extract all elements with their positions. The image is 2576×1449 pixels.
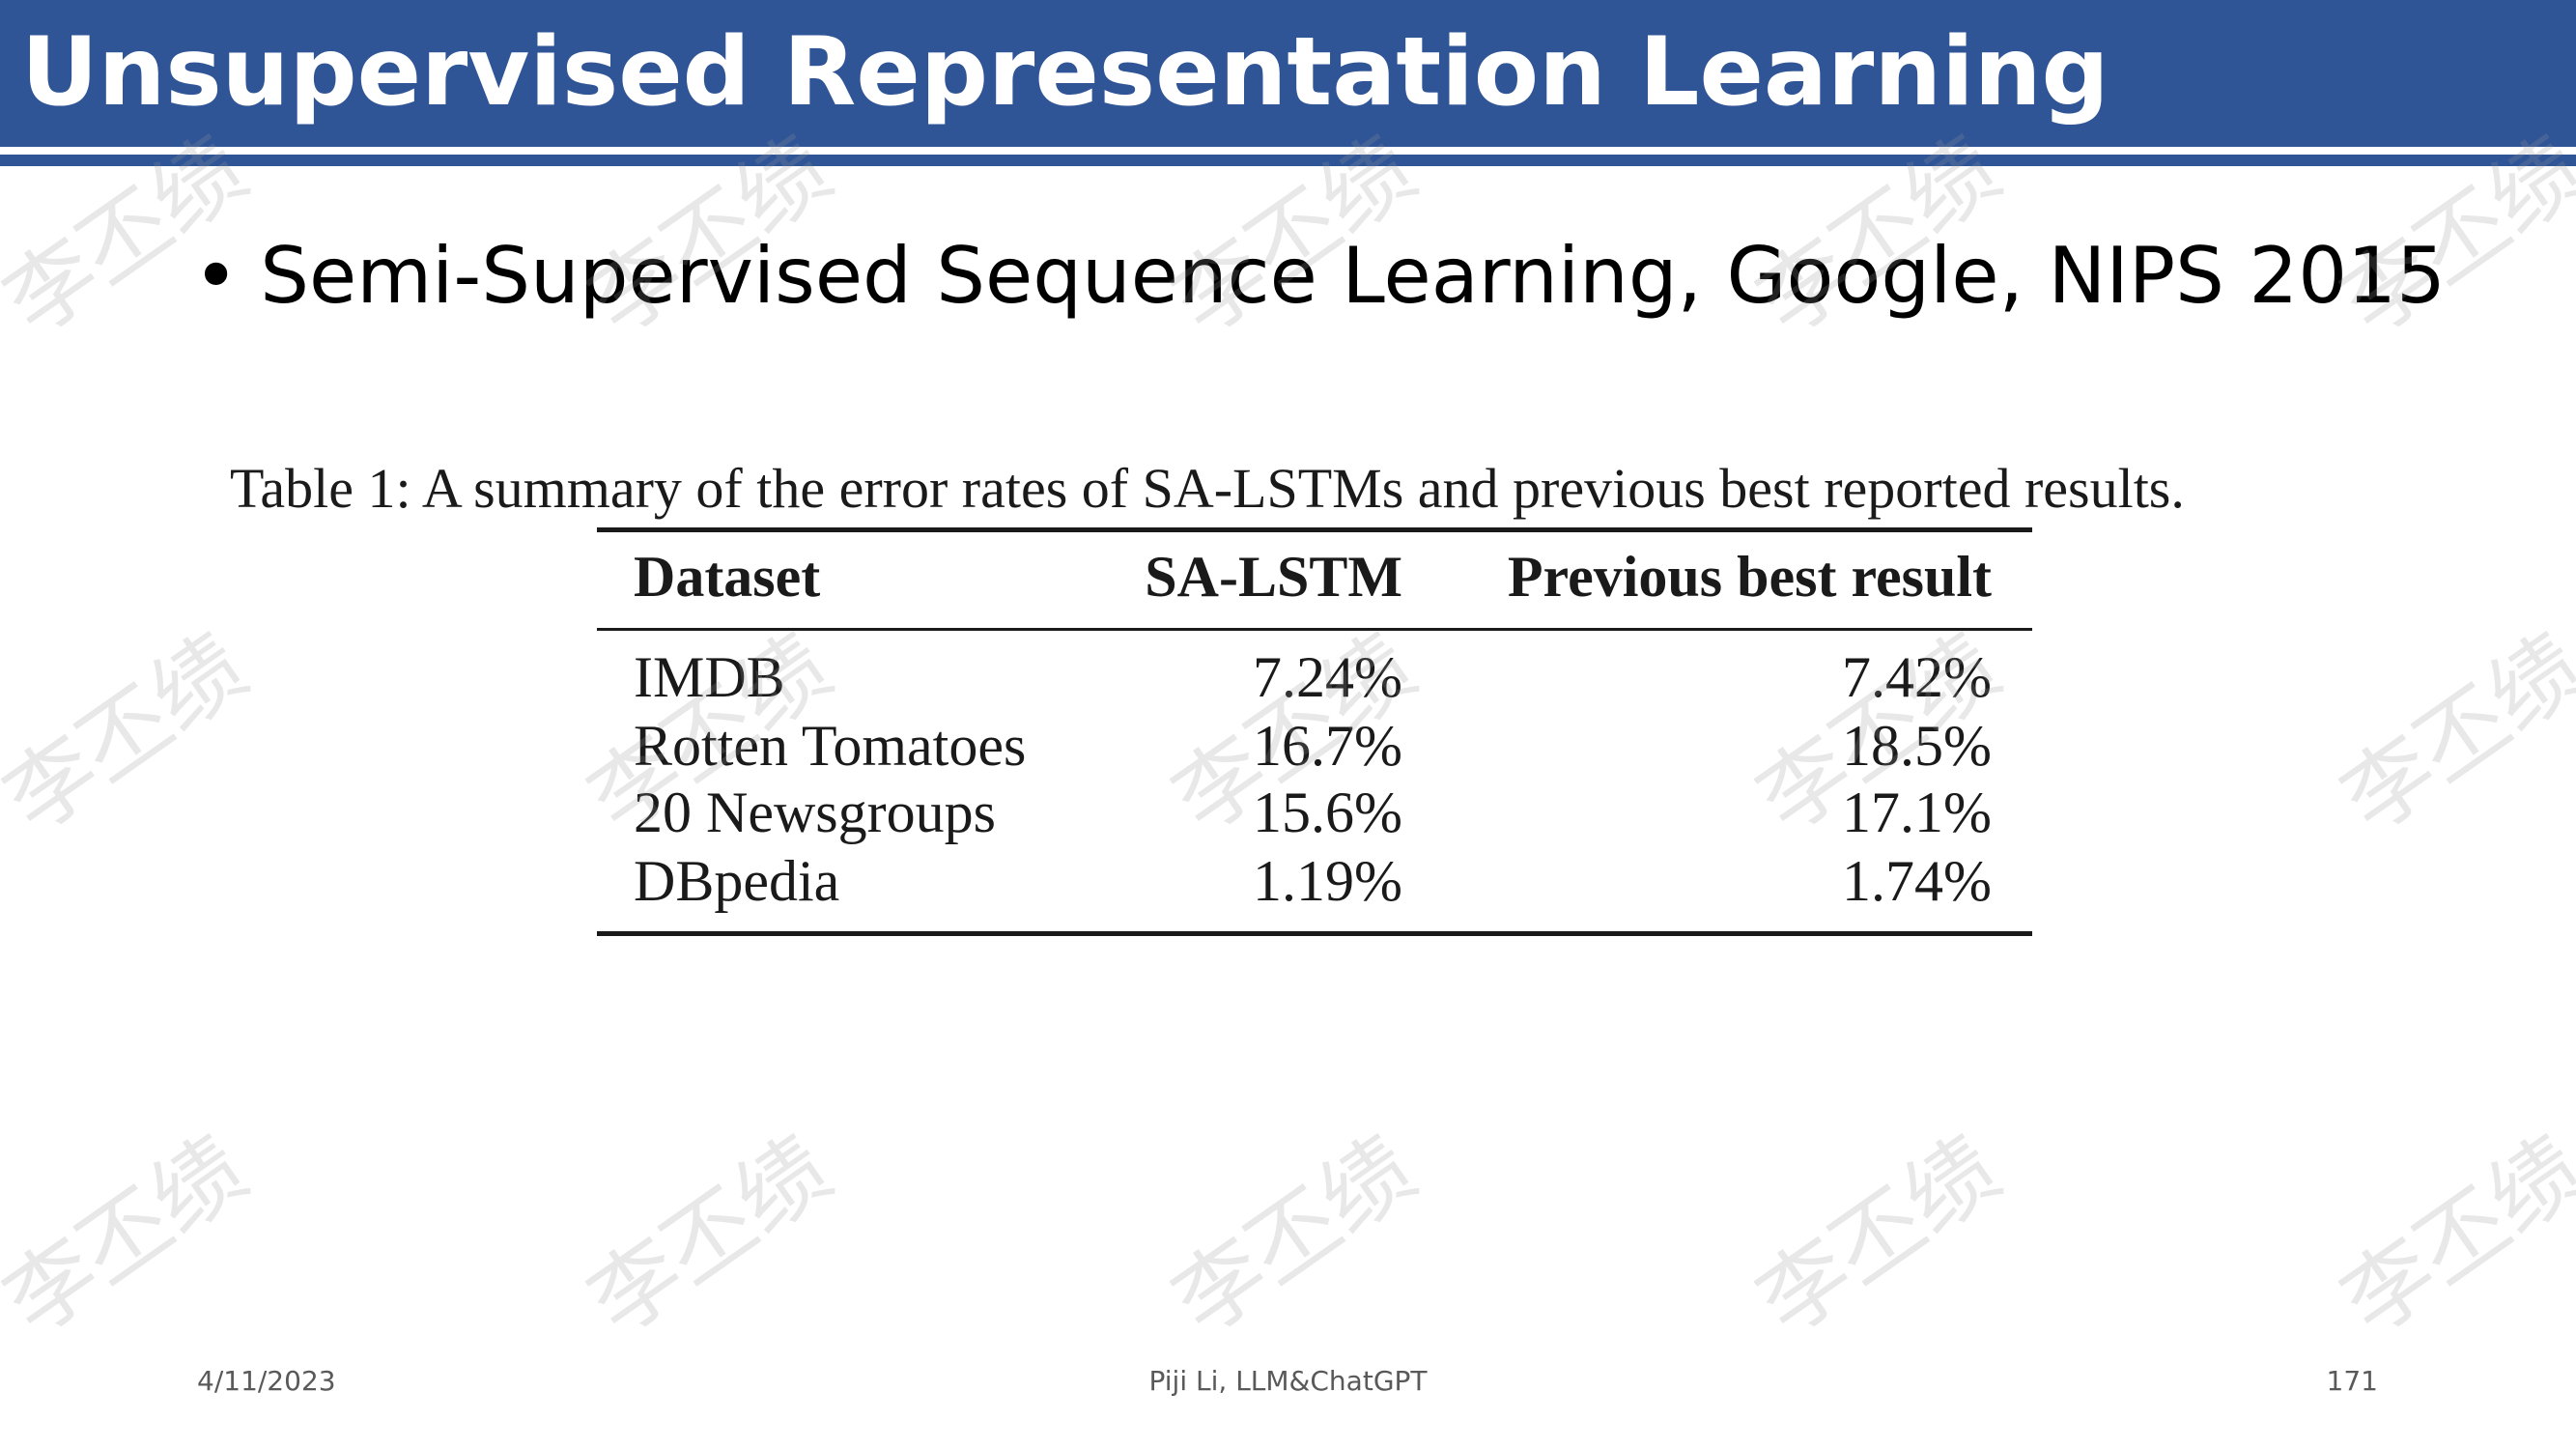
table-cell-previous-best: 17.1%: [1842, 781, 1992, 844]
slide-title: Unsupervised Representation Learning: [21, 17, 2109, 128]
table-cell-previous-best: 7.42%: [1842, 645, 1992, 709]
watermark: 李丕绩: [0, 614, 265, 853]
table-cell-dataset: Rotten Tomatoes: [634, 714, 1027, 778]
watermark: 李丕绩: [2323, 1117, 2576, 1355]
footer-page-number: 171: [2326, 1365, 2378, 1397]
title-bar: Unsupervised Representation Learning: [0, 0, 2576, 147]
table-header-dataset: Dataset: [634, 545, 821, 609]
watermark: 李丕绩: [1739, 1117, 2018, 1355]
title-underline-gap: [0, 147, 2576, 155]
table-cell-sa-lstm: 16.7%: [1253, 714, 1402, 778]
table-header-previous-best: Previous best result: [1507, 545, 1992, 609]
title-underline: [0, 155, 2576, 166]
table-caption: Table 1: A summary of the error rates of…: [230, 457, 2185, 520]
table-cell-sa-lstm: 7.24%: [1253, 645, 1402, 709]
table-bottom-rule: [597, 931, 2032, 936]
bullet-item: • Semi-Supervised Sequence Learning, Goog…: [193, 228, 2446, 325]
table-cell-previous-best: 1.74%: [1842, 849, 1992, 913]
bullet-text: Semi-Supervised Sequence Learning, Googl…: [260, 231, 2446, 321]
table-cell-sa-lstm: 15.6%: [1253, 781, 1402, 844]
table-cell-sa-lstm: 1.19%: [1253, 849, 1402, 913]
table-cell-dataset: IMDB: [634, 645, 785, 709]
footer-author: Piji Li, LLM&ChatGPT: [1148, 1365, 1428, 1397]
table-top-rule: [597, 527, 2032, 532]
footer-date: 4/11/2023: [197, 1365, 336, 1397]
bullet-dot-icon: •: [193, 231, 240, 321]
watermark: 李丕绩: [570, 1117, 849, 1355]
table-cell-previous-best: 18.5%: [1842, 714, 1992, 778]
table-cell-dataset: DBpedia: [634, 849, 840, 913]
watermark: 李丕绩: [2323, 614, 2576, 853]
watermark: 李丕绩: [0, 1117, 265, 1355]
table-cell-dataset: 20 Newsgroups: [634, 781, 996, 844]
table-header-rule: [597, 628, 2032, 631]
watermark: 李丕绩: [1154, 1117, 1433, 1355]
table-header-sa-lstm: SA-LSTM: [1145, 545, 1402, 609]
